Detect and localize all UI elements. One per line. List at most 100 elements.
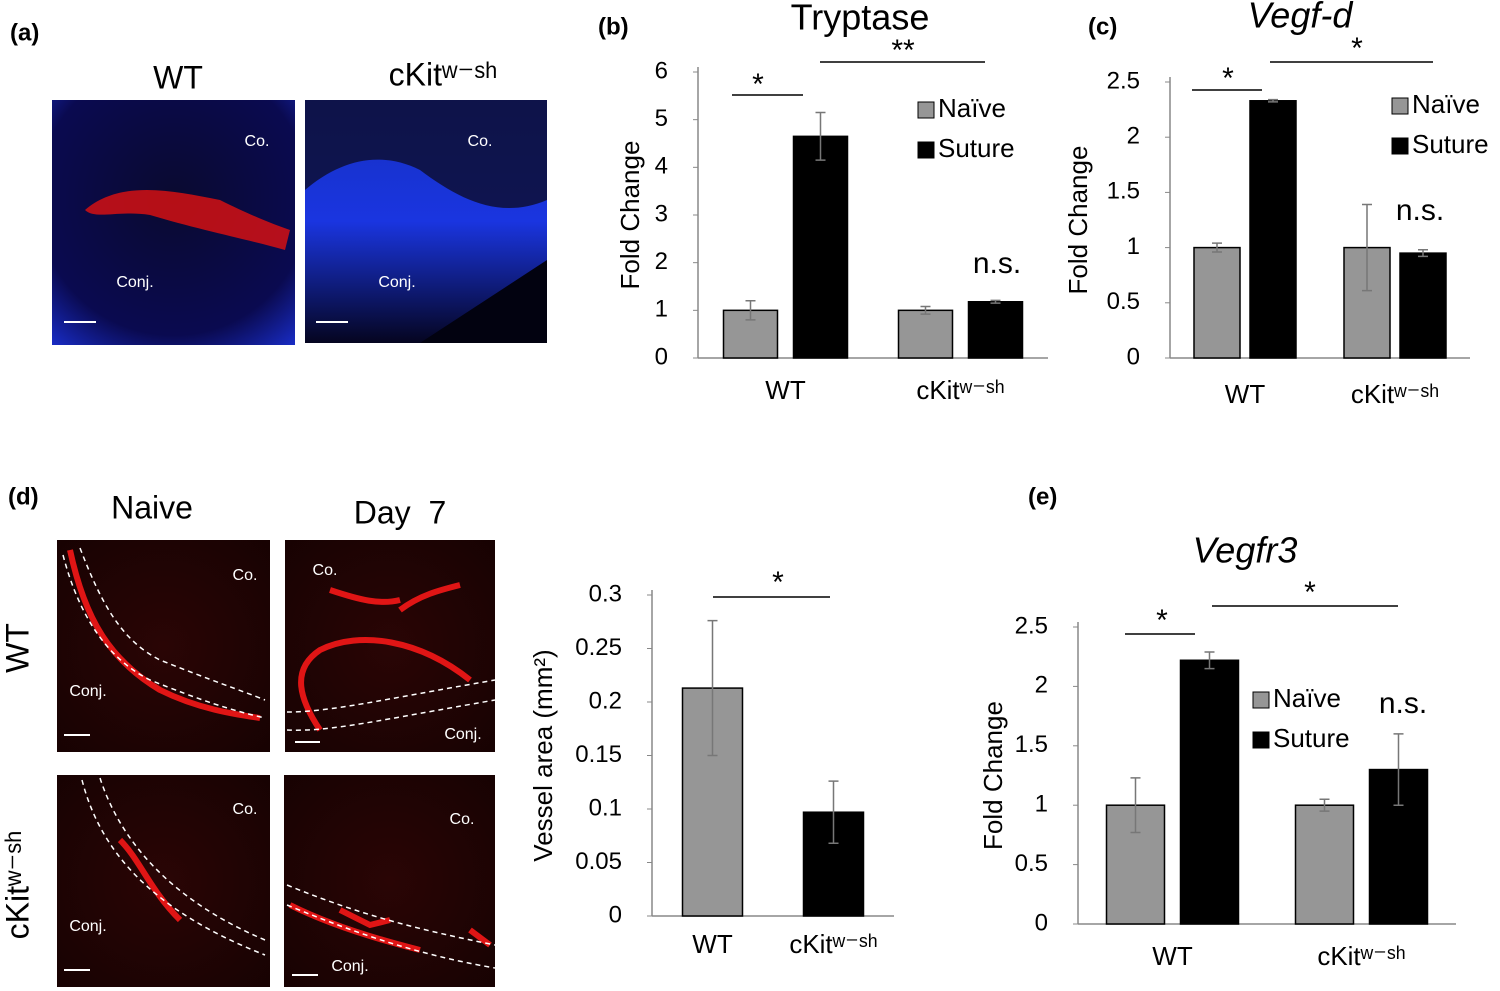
bar	[1249, 100, 1297, 359]
legend-label: Naïve	[938, 93, 1006, 123]
chart-title: Vegfr3	[1193, 530, 1298, 571]
error-bar	[828, 780, 839, 844]
y-tick-label: 1	[1127, 233, 1140, 260]
y-tick-label: 2.5	[1107, 67, 1140, 94]
tissue-label: Conj.	[331, 958, 368, 975]
outline	[62, 547, 496, 969]
x-tick-label: WT	[1152, 941, 1193, 971]
micrograph	[284, 775, 495, 987]
y-tick-label: 2	[655, 248, 668, 275]
x-tick-label: cKitʷ⁻ˢʰ	[1351, 379, 1439, 409]
error-bar	[745, 300, 756, 321]
y-axis-title: Fold Change	[1063, 146, 1093, 295]
y-axis-title: Fold Change	[615, 141, 645, 290]
legend-swatch	[1391, 137, 1409, 155]
annotation: *	[1304, 576, 1316, 609]
y-tick-label: 0	[655, 343, 668, 370]
micrograph	[285, 540, 495, 752]
y-tick-label: 1	[655, 296, 668, 323]
error-bar	[1130, 777, 1141, 834]
bar	[1294, 804, 1355, 925]
column-label: Day 7	[354, 494, 446, 530]
y-tick-label: 3	[655, 200, 668, 227]
annotation: **	[891, 34, 915, 67]
tissue-label: Conj.	[378, 274, 415, 291]
error-bar	[1319, 798, 1330, 812]
bar	[1179, 659, 1240, 925]
y-tick-label: 4	[655, 153, 668, 180]
y-axis-title: Fold Change	[978, 701, 1008, 850]
legend-swatch	[1391, 97, 1409, 115]
y-tick-label: 0	[1127, 343, 1140, 370]
error-bar	[815, 111, 826, 161]
y-tick-label: 5	[655, 105, 668, 132]
y-tick-label: 0	[1035, 909, 1048, 936]
y-tick-label: 0.25	[575, 634, 622, 661]
bar	[1399, 252, 1447, 359]
error-bar	[920, 305, 931, 315]
error-bar	[1418, 249, 1428, 258]
bar	[1193, 246, 1241, 359]
error-bar	[1268, 98, 1278, 103]
vessel	[288, 902, 492, 953]
y-tick-label: 2	[1035, 672, 1048, 699]
y-tick-label: 0.1	[589, 794, 622, 821]
bar	[897, 309, 954, 359]
vessel	[117, 837, 183, 923]
annotation: *	[1156, 604, 1168, 637]
y-tick-label: 6	[655, 57, 668, 84]
y-tick-label: 0.05	[575, 848, 622, 875]
tissue-label: Co.	[233, 801, 258, 818]
annotation: *	[772, 566, 784, 599]
x-tick-label: cKitʷ⁻ˢʰ	[789, 929, 877, 959]
y-tick-label: 0.5	[1107, 288, 1140, 315]
error-bar	[707, 619, 718, 757]
row-label: WT	[0, 623, 35, 673]
micrograph	[57, 775, 270, 987]
annotation: *	[1351, 32, 1363, 65]
legend-label: Naïve	[1412, 89, 1480, 119]
x-tick-label: WT	[765, 375, 806, 405]
tissue-label: Conj.	[69, 683, 106, 700]
legend-swatch	[1252, 731, 1270, 749]
bar	[792, 135, 849, 359]
y-tick-label: 0.15	[575, 741, 622, 768]
vessel	[298, 582, 472, 732]
y-tick-label: 1.5	[1107, 178, 1140, 205]
x-tick-label: cKitʷ⁻ˢʰ	[916, 375, 1004, 405]
column-label: WT	[153, 59, 203, 95]
legend-swatch	[917, 141, 935, 159]
tissue-label: Co.	[468, 133, 493, 150]
y-tick-label: 1.5	[1015, 731, 1048, 758]
legend-swatch	[917, 101, 935, 119]
chart-title: Tryptase	[791, 0, 930, 38]
vessel	[67, 549, 261, 721]
scale-bar	[64, 734, 320, 976]
legend-swatch	[1252, 691, 1270, 709]
tissue-label: Co.	[233, 567, 258, 584]
tissue-label: Conj.	[116, 274, 153, 291]
y-tick-label: 2	[1127, 123, 1140, 150]
error-bar	[1204, 651, 1215, 670]
tissue-label: Conj.	[69, 918, 106, 935]
legend-label: Naïve	[1273, 683, 1341, 713]
legend-label: Suture	[1273, 723, 1350, 753]
annotation: *	[752, 68, 764, 101]
annotation: n.s.	[1379, 687, 1427, 720]
error-bar	[1393, 733, 1404, 806]
annotation: n.s.	[973, 247, 1021, 280]
y-tick-label: 0.2	[589, 687, 622, 714]
legend-label: Suture	[1412, 129, 1489, 159]
tissue-label: Co.	[245, 133, 270, 150]
panel-label: (c)	[1088, 13, 1117, 40]
column-label: Naive	[111, 489, 193, 525]
bar	[967, 301, 1024, 359]
y-tick-label: 0	[609, 901, 622, 928]
chart-title: Vegf-d	[1248, 0, 1354, 36]
y-axis-title: Vessel area (mm²)	[528, 649, 558, 861]
error-bar	[990, 299, 1001, 304]
annotation: n.s.	[1396, 194, 1444, 227]
legend-label: Suture	[938, 133, 1015, 163]
panel-label: (b)	[598, 13, 629, 40]
